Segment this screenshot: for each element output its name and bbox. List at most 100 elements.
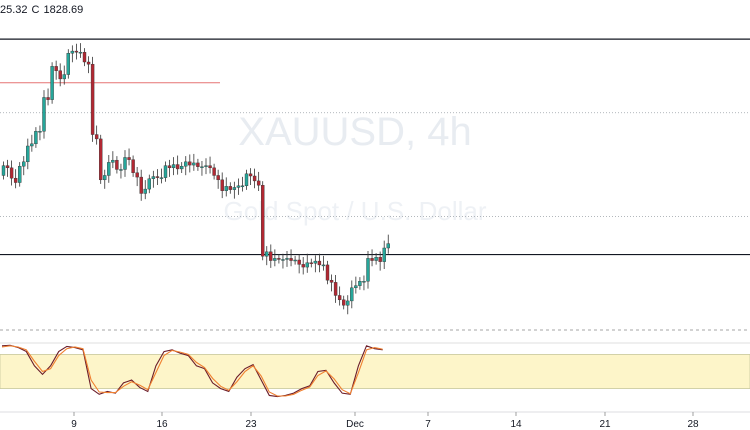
candle-body-23 <box>94 134 99 140</box>
candle-body-79 <box>321 264 326 267</box>
time-tick-label-5: 14 <box>510 419 522 430</box>
candle-body-7 <box>30 143 34 147</box>
candle-body-43 <box>175 164 180 170</box>
candle-body-40 <box>163 165 168 178</box>
candle-body-11 <box>46 97 50 100</box>
candle-body-8 <box>34 131 38 145</box>
candle-body-25 <box>103 175 107 181</box>
candle-body-76 <box>309 262 313 264</box>
candle-body-18 <box>74 50 79 53</box>
candle-body-33 <box>135 172 139 178</box>
candle-body-55 <box>224 186 228 191</box>
candle-body-49 <box>200 166 204 168</box>
candle-body-77 <box>313 260 318 264</box>
candle-body-93 <box>378 257 382 262</box>
candle-body-29 <box>119 169 123 171</box>
candle-body-58 <box>236 185 241 188</box>
candle-body-84 <box>342 299 346 306</box>
candle-body-42 <box>171 164 176 169</box>
candle-body-3 <box>13 177 18 183</box>
candle-body-51 <box>208 165 212 169</box>
candle-body-75 <box>305 262 309 268</box>
time-tick-label-6: 21 <box>599 419 611 430</box>
candle-body-73 <box>297 259 301 265</box>
candle-body-39 <box>159 177 164 179</box>
candle-body-69 <box>281 259 285 261</box>
candle-body-66 <box>269 251 273 261</box>
watermark-description: Gold Spot / U.S. Dollar <box>224 196 487 226</box>
candle-body-81 <box>329 279 334 283</box>
candle-body-47 <box>192 162 196 166</box>
candle-body-4 <box>18 165 22 183</box>
candle-body-34 <box>139 176 143 194</box>
stochastic-line-0 <box>1 344 383 398</box>
candle-body-57 <box>232 187 237 190</box>
candle-body-0 <box>1 165 6 176</box>
candle-body-83 <box>337 295 342 301</box>
candle-body-70 <box>285 258 289 260</box>
candle-body-10 <box>42 97 46 132</box>
candle-body-62 <box>252 175 257 182</box>
candle-body-59 <box>240 185 245 188</box>
candle-body-92 <box>374 257 378 261</box>
candle-body-89 <box>362 281 366 283</box>
candle-body-60 <box>244 173 249 187</box>
candle-body-74 <box>301 264 305 268</box>
candle-body-50 <box>204 165 208 167</box>
candle-body-30 <box>123 157 127 170</box>
low-value: 25.32 <box>0 4 28 16</box>
candle-body-67 <box>273 258 277 261</box>
candle-body-53 <box>216 175 220 181</box>
candle-body-36 <box>147 178 152 190</box>
candle-body-24 <box>98 138 103 181</box>
candle-body-17 <box>70 50 75 54</box>
candle-body-12 <box>50 66 54 100</box>
candle-body-37 <box>151 176 156 179</box>
candle-body-61 <box>248 173 253 177</box>
candle-body-2 <box>9 167 14 179</box>
candle-body-63 <box>256 180 261 186</box>
stochastic-pane <box>0 329 750 398</box>
candle-body-64 <box>261 185 265 257</box>
time-tick-label-0: 9 <box>71 419 77 430</box>
time-tick-label-3: Dec <box>346 419 364 430</box>
candle-body-20 <box>82 51 87 63</box>
candle-body-52 <box>212 167 216 176</box>
candle-body-48 <box>196 162 200 167</box>
candle-body-71 <box>289 258 293 261</box>
candle-body-88 <box>358 281 362 286</box>
candle-body-32 <box>131 159 135 173</box>
candle-body-28 <box>115 159 119 170</box>
time-tick-label-7: 28 <box>687 419 699 430</box>
candle-body-26 <box>107 162 111 176</box>
candle-body-27 <box>111 159 115 163</box>
close-label: C <box>31 4 40 16</box>
candle-body-72 <box>293 259 297 262</box>
candle-body-56 <box>228 186 233 190</box>
time-axis: 9 16 23 Dec 7 14 21 28 <box>0 411 750 430</box>
candle-body-1 <box>5 165 10 169</box>
candle-body-94 <box>382 247 386 262</box>
candle-body-87 <box>354 285 358 289</box>
candle-body-5 <box>22 161 26 167</box>
candle-body-16 <box>66 53 71 75</box>
stochastic-line-1 <box>1 345 383 397</box>
candle-body-44 <box>179 165 184 170</box>
time-tick-label-4: 7 <box>425 419 431 430</box>
candle-body-54 <box>220 179 224 191</box>
candle-body-35 <box>143 188 147 194</box>
close-value: 1828.69 <box>43 4 84 16</box>
candle-body-21 <box>86 61 91 65</box>
candle-body-15 <box>62 74 66 80</box>
candle-body-46 <box>188 161 192 166</box>
candle-body-13 <box>54 66 58 71</box>
candle-body-38 <box>155 176 160 178</box>
candle-body-78 <box>317 260 322 266</box>
candle-body-82 <box>333 282 338 296</box>
candle-body-80 <box>325 264 330 281</box>
candles <box>1 43 390 315</box>
candle-body-6 <box>26 145 30 163</box>
candle-body-41 <box>167 165 172 169</box>
stochastic-band <box>0 353 750 389</box>
